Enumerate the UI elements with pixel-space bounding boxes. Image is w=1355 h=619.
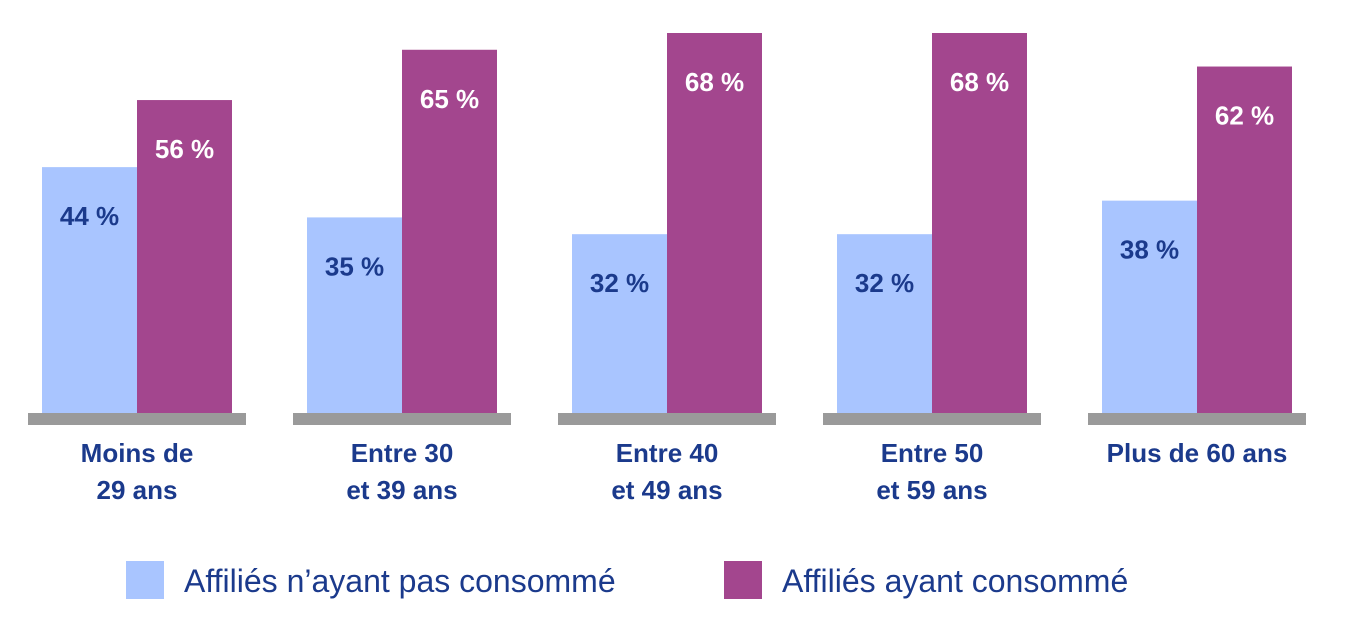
bar-group: 38 % 62 % Plus de 60 ans: [1088, 66, 1306, 468]
bar-group: 44 % 56 % Moins de 29 ans: [28, 100, 246, 505]
baseline: [823, 413, 1041, 425]
category-label: Entre 50: [881, 438, 984, 468]
bar-group: 32 % 68 % Entre 50 et 59 ans: [823, 33, 1041, 505]
data-label: 56 %: [155, 134, 214, 164]
bar-group: 32 % 68 % Entre 40 et 49 ans: [558, 33, 776, 505]
category-label: et 49 ans: [611, 475, 722, 505]
bar-consumed: [932, 33, 1027, 413]
data-label: 68 %: [950, 67, 1009, 97]
data-label: 35 %: [325, 251, 384, 281]
bar-not-consumed: [837, 234, 932, 413]
baseline: [28, 413, 246, 425]
category-label: 29 ans: [97, 475, 178, 505]
bar-not-consumed: [572, 234, 667, 413]
legend-label: Affiliés ayant consommé: [782, 563, 1128, 599]
baseline: [293, 413, 511, 425]
bar-consumed: [1197, 66, 1292, 413]
data-label: 32 %: [855, 268, 914, 298]
bar-consumed: [667, 33, 762, 413]
baseline: [558, 413, 776, 425]
data-label: 68 %: [685, 67, 744, 97]
category-label: et 39 ans: [346, 475, 457, 505]
bar-not-consumed: [1102, 200, 1197, 413]
category-label: Entre 30: [351, 438, 454, 468]
category-label: Plus de 60 ans: [1107, 438, 1288, 468]
data-label: 62 %: [1215, 101, 1274, 131]
legend-swatch: [724, 561, 762, 599]
data-label: 65 %: [420, 84, 479, 114]
category-label: Entre 40: [616, 438, 719, 468]
bar-not-consumed: [307, 217, 402, 413]
category-label: Moins de: [81, 438, 194, 468]
category-label: et 59 ans: [876, 475, 987, 505]
bar-consumed: [402, 49, 497, 413]
legend: Affiliés n’ayant pas consommé Affiliés ay…: [126, 561, 1128, 599]
bar-not-consumed: [42, 167, 137, 413]
legend-label: Affiliés n’ayant pas consommé: [184, 563, 616, 599]
data-label: 38 %: [1120, 235, 1179, 265]
bar-consumed: [137, 100, 232, 413]
data-label: 32 %: [590, 268, 649, 298]
baseline: [1088, 413, 1306, 425]
bar-group: 35 % 65 % Entre 30 et 39 ans: [293, 49, 511, 505]
data-label: 44 %: [60, 201, 119, 231]
legend-swatch: [126, 561, 164, 599]
